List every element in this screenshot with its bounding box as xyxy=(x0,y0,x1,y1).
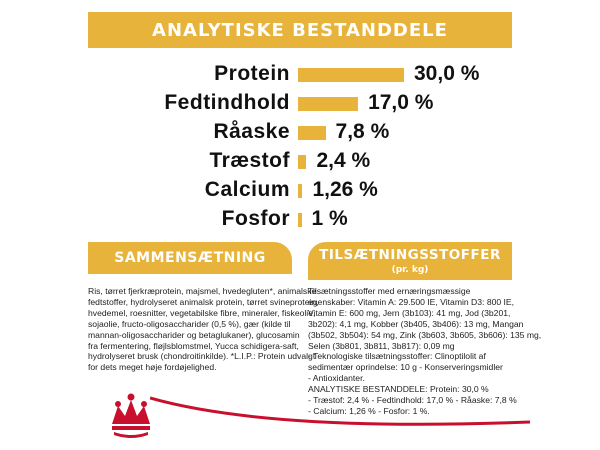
additives-text: Tilsætningsstoffer med ernæringsmæssige … xyxy=(308,286,542,417)
nutrient-row-fibre: Træstof 2,4 % xyxy=(0,149,600,177)
nutrient-label: Fedtindhold xyxy=(164,91,290,114)
additives-line: Vitamin E: 600 mg, Jern (3b103): 41 mg, … xyxy=(308,307,511,318)
additives-line: egenskaber: Vitamin A: 29.500 IE, Vitami… xyxy=(308,296,515,307)
composition-line: Ris, tørret fjerkræprotein, majsmel, hve… xyxy=(88,286,317,296)
additives-line: Tilsætningsstoffer med ernæringsmæssige xyxy=(308,286,471,296)
composition-line: sojaolie, fructo-oligosaccharider (0,5 %… xyxy=(88,318,291,329)
header-banner: ANALYTISKE BESTANDDELE xyxy=(88,12,512,48)
nutrient-value: 1 % xyxy=(311,207,348,230)
nutrient-bar xyxy=(298,184,303,198)
additives-subtitle: (pr. kg) xyxy=(391,265,429,275)
composition-line: hydrolyseret brusk (chondroitinkilde). *… xyxy=(88,351,316,362)
nutrient-bar xyxy=(298,68,404,82)
composition-line: hvedemel, roesnitter, vegetabilske fibre… xyxy=(88,307,316,318)
composition-line: mannan-oligosaccharider og betaglukaner)… xyxy=(88,329,300,340)
additives-line: - Teknologiske tilsætningsstoffer: Clino… xyxy=(308,351,486,362)
nutrient-bar xyxy=(298,126,326,140)
composition-text: Ris, tørret fjerkræprotein, majsmel, hve… xyxy=(88,286,319,373)
nutrient-label: Træstof xyxy=(209,149,290,172)
brand-swoosh xyxy=(150,396,530,426)
additives-line: - Antioxidanter. xyxy=(308,373,365,384)
nutrient-bar xyxy=(298,155,307,169)
additives-header: TILSÆTNINGSSTOFFER (pr. kg) xyxy=(308,242,512,280)
nutrient-row-ash: Råaske 7,8 % xyxy=(0,120,600,148)
nutrient-row-phosphorus: Fosfor 1 % xyxy=(0,207,600,235)
nutrient-row-fat: Fedtindhold 17,0 % xyxy=(0,91,600,119)
nutrient-value: 17,0 % xyxy=(368,91,434,114)
crown-icon xyxy=(112,393,150,438)
additives-line: - Calcium: 1,26 % - Fosfor: 1 %. xyxy=(308,405,430,416)
additives-line: sedimentær oprindelse: 10 g - Konserveri… xyxy=(308,362,503,373)
nutrient-label: Fosfor xyxy=(221,207,290,230)
composition-line: fra fermentering, fløjlsblomstmel, Yucca… xyxy=(88,340,299,351)
composition-title: SAMMENSÆTNING xyxy=(114,250,266,266)
nutrient-label: Calcium xyxy=(204,178,290,201)
nutrient-value: 30,0 % xyxy=(414,62,480,85)
additives-line: Selen (3b801, 3b811, 3b817): 0,09 mg xyxy=(308,340,455,351)
nutrient-row-protein: Protein 30,0 % xyxy=(0,62,600,90)
nutrient-value: 7,8 % xyxy=(335,120,390,143)
additives-line: 3b202): 4,1 mg, Kobber (3b405, 3b406): 1… xyxy=(308,318,524,329)
composition-header: SAMMENSÆTNING xyxy=(88,242,292,274)
nutrient-row-calcium: Calcium 1,26 % xyxy=(0,178,600,206)
composition-line: for dets meget høje fordøjelighed. xyxy=(88,362,217,373)
nutrient-value: 1,26 % xyxy=(312,178,378,201)
additives-line: (3b502, 3b504): 54 mg, Zink (3b603, 3b60… xyxy=(308,329,542,340)
nutrient-bar xyxy=(298,213,302,227)
nutrient-label: Protein xyxy=(214,62,290,85)
additives-line: - Træstof: 2,4 % - Fedtindhold: 17,0 % -… xyxy=(308,395,517,406)
additives-title: TILSÆTNINGSSTOFFER xyxy=(319,247,501,263)
nutrient-bar xyxy=(298,97,359,111)
page-title: ANALYTISKE BESTANDDELE xyxy=(152,19,448,41)
additives-line: ANALYTISKE BESTANDDELE: Protein: 30,0 % xyxy=(308,384,489,395)
nutrient-value: 2,4 % xyxy=(316,149,371,172)
composition-line: fedtstoffer, hydrolyseret animalsk prote… xyxy=(88,296,319,307)
nutrient-label: Råaske xyxy=(213,120,290,143)
